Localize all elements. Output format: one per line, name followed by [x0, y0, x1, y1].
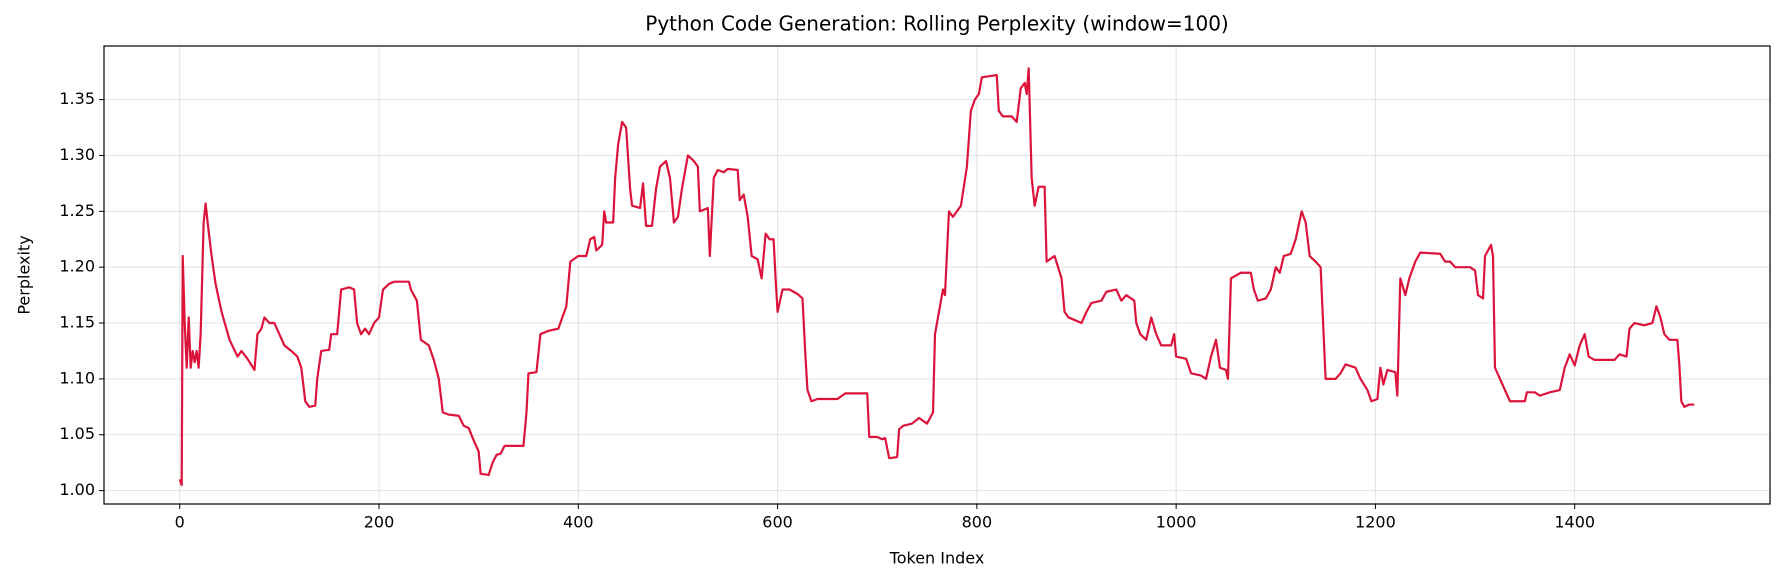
y-axis-label: Perplexity [15, 235, 34, 314]
x-tick-label: 800 [962, 513, 993, 532]
x-tick-label: 200 [364, 513, 395, 532]
x-tick-label: 1000 [1156, 513, 1197, 532]
chart-title: Python Code Generation: Rolling Perplexi… [645, 12, 1228, 36]
y-tick-label: 1.25 [59, 201, 95, 220]
y-tick-label: 1.30 [59, 145, 95, 164]
y-tick-label: 1.20 [59, 257, 95, 276]
y-tick-label: 1.05 [59, 424, 95, 443]
x-tick-label: 400 [563, 513, 594, 532]
x-tick-label: 1400 [1554, 513, 1595, 532]
y-tick-label: 1.00 [59, 480, 95, 499]
x-tick-label: 0 [175, 513, 185, 532]
x-tick-label: 600 [762, 513, 793, 532]
plot-frame [103, 45, 1771, 505]
x-axis-label: Token Index [889, 549, 985, 568]
x-tick-label: 1200 [1355, 513, 1396, 532]
y-tick-label: 1.15 [59, 313, 95, 332]
y-tick-label: 1.35 [59, 89, 95, 108]
line-series [178, 67, 1695, 487]
y-tick-label: 1.10 [59, 368, 95, 387]
